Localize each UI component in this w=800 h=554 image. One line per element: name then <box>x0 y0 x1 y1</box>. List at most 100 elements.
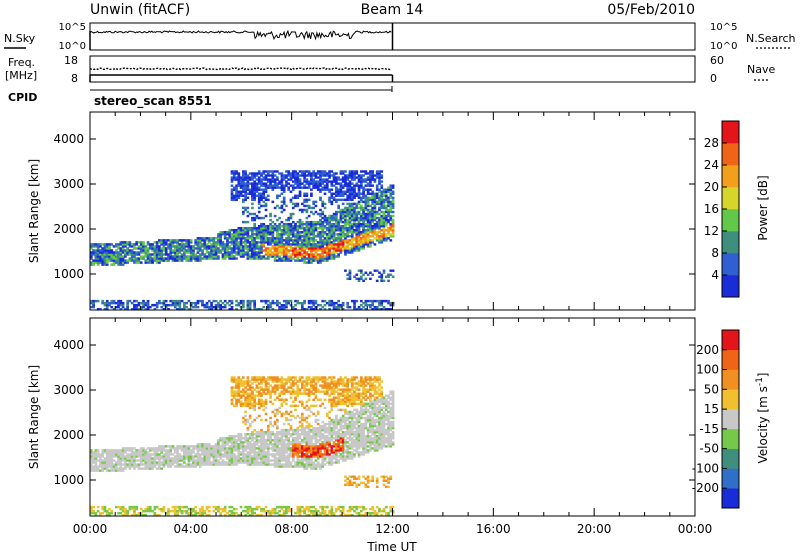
scatter-cell <box>335 237 338 240</box>
scatter-cell <box>223 507 227 511</box>
scatter-cell <box>321 224 325 228</box>
scatter-cell <box>185 511 188 515</box>
scatter-cell <box>251 439 254 442</box>
scatter-cell <box>278 453 281 456</box>
scatter-cell <box>232 176 236 179</box>
scatter-cell <box>355 245 359 248</box>
scatter-cell <box>230 243 234 246</box>
scatter-cell <box>323 214 327 218</box>
scatter-cell <box>310 307 313 311</box>
scatter-cell <box>219 303 222 307</box>
scatter-cell <box>246 404 250 408</box>
scatter-cell <box>239 182 243 185</box>
scatter-cell <box>239 231 243 234</box>
scatter-cell <box>205 249 209 252</box>
scatter-cell <box>144 459 148 462</box>
scatter-cell <box>294 182 297 185</box>
scatter-cell <box>137 303 141 307</box>
scatter-cell <box>255 233 259 236</box>
scatter-cell <box>262 257 266 260</box>
scatter-cell <box>296 253 300 256</box>
scatter-cell <box>246 507 250 511</box>
scatter-cell <box>126 305 129 309</box>
scatter-cell <box>332 229 336 232</box>
scatter-cell <box>99 245 102 248</box>
scatter-cell <box>294 428 297 432</box>
scatter-cell <box>171 457 175 460</box>
scatter-cell <box>219 233 222 236</box>
scatter-cell <box>217 251 220 254</box>
scatter-cell <box>380 180 384 183</box>
scatter-cell <box>126 465 129 468</box>
scatter-cell <box>130 301 134 305</box>
scatter-cell <box>387 231 390 234</box>
scatter-cell <box>101 255 105 258</box>
scatter-cell <box>332 180 336 183</box>
scatter-cell <box>325 174 329 177</box>
scatter-cell <box>214 237 218 240</box>
scatter-cell <box>226 233 229 236</box>
scatter-cell <box>255 384 259 387</box>
scatter-cell <box>262 255 266 258</box>
scatter-cell <box>373 196 377 200</box>
scatter-cell <box>289 222 293 226</box>
scatter-cell <box>257 378 261 381</box>
scatter-cell <box>266 461 270 464</box>
scatter-cell <box>151 247 154 250</box>
scatter-cell <box>230 305 234 309</box>
scatter-cell <box>105 253 109 256</box>
scatter-cell <box>380 214 384 218</box>
scatter-cell <box>178 243 182 246</box>
scatter-cell <box>114 261 118 264</box>
scatter-cell <box>239 505 243 509</box>
scatter-cell <box>344 233 347 236</box>
scatter-cell <box>330 192 334 195</box>
scatter-cell <box>248 443 252 446</box>
scatter-cell <box>244 459 247 462</box>
scatter-cell <box>314 255 318 258</box>
scatter-cell <box>99 251 102 254</box>
scatter-cell <box>244 239 247 242</box>
scatter-cell <box>371 192 374 195</box>
scatter-cell <box>244 422 247 426</box>
scatter-cell <box>248 396 252 399</box>
scatter-cell <box>269 184 272 187</box>
scatter-cell <box>307 301 311 305</box>
scatter-cell <box>119 467 123 470</box>
scatter-cell <box>319 180 322 183</box>
scatter-cell <box>282 509 286 513</box>
scatter-cell <box>303 257 306 260</box>
scatter-cell <box>359 214 363 218</box>
scatter-cell <box>316 231 320 234</box>
scatter-cell <box>205 505 209 509</box>
scatter-cell <box>239 404 243 408</box>
scatter-cell <box>269 384 272 387</box>
scatter-cell <box>332 178 336 181</box>
scatter-cell <box>167 509 170 513</box>
scatter-cell <box>303 386 306 389</box>
scatter-cell <box>312 299 316 303</box>
scatter-cell <box>90 449 93 452</box>
scatter-cell <box>271 432 275 436</box>
scatter-cell <box>253 453 257 456</box>
scatter-cell <box>280 200 284 204</box>
scatter-cell <box>364 206 368 210</box>
scatter-cell <box>214 247 218 250</box>
scatter-cell <box>266 170 270 173</box>
scatter-cell <box>287 453 291 456</box>
scatter-cell <box>307 237 311 240</box>
scatter-cell <box>130 257 134 260</box>
scatter-cell <box>185 455 188 458</box>
scatter-cell <box>287 235 291 238</box>
scatter-cell <box>282 251 286 254</box>
scatter-cell <box>253 457 257 460</box>
scatter-cell <box>282 257 286 260</box>
scatter-cell <box>353 194 356 197</box>
scatter-cell <box>246 305 250 309</box>
scatter-cell <box>248 243 252 246</box>
scatter-cell <box>303 406 306 410</box>
scatter-cell <box>180 249 184 252</box>
scatter-cell <box>359 178 363 181</box>
scatter-cell <box>346 184 350 187</box>
scatter-cell <box>287 441 291 444</box>
